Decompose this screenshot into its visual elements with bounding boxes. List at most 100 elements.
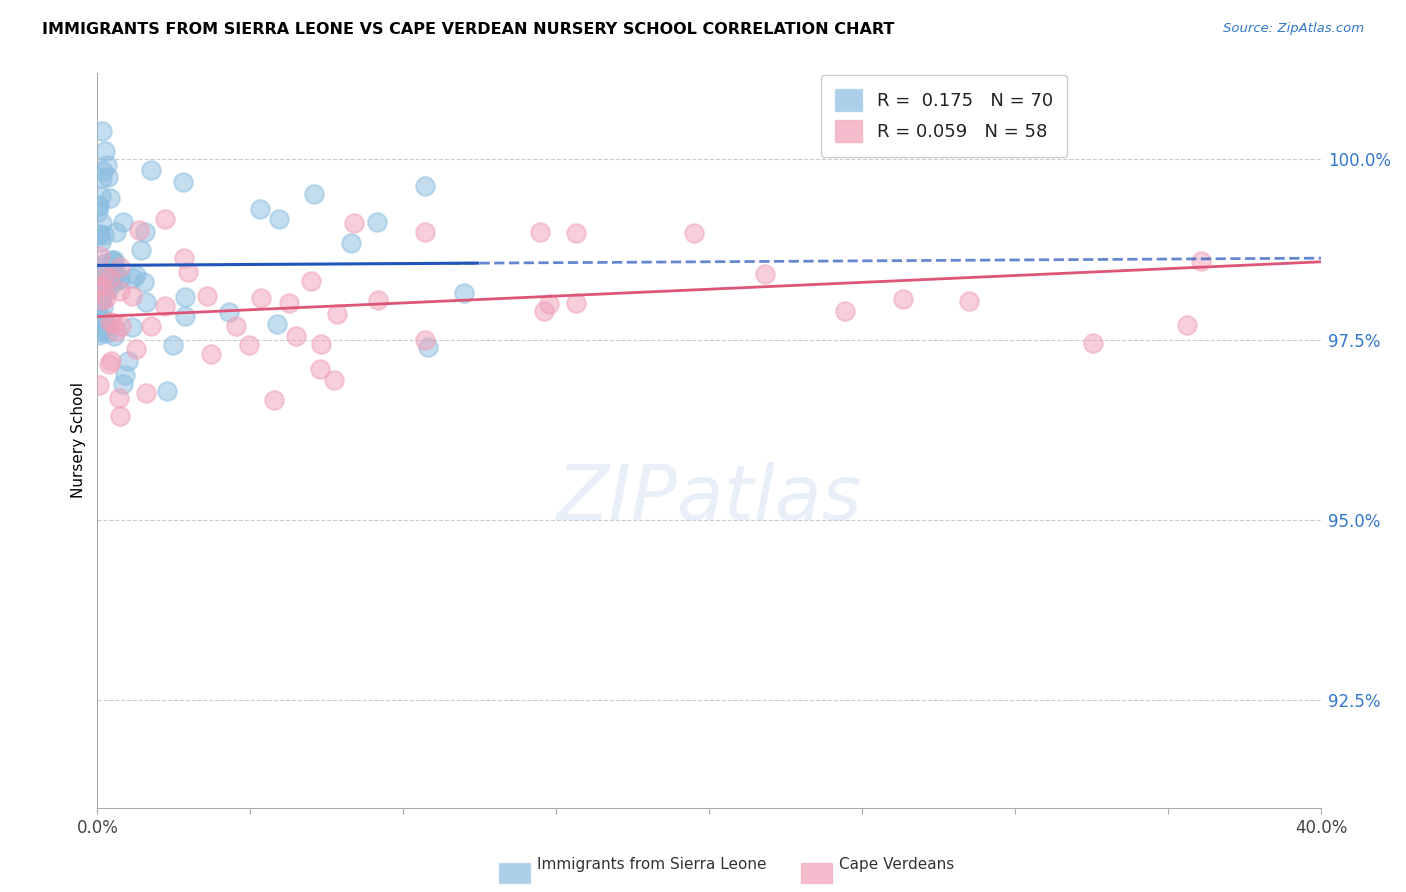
Point: [96, 291, 118, 305]
Point: [105, 324, 128, 338]
Point: [96, 158, 118, 172]
Point: [87, 199, 110, 213]
Point: [105, 225, 128, 239]
Point: [326, 308, 349, 322]
Point: [98, 271, 121, 285]
Point: [87, 302, 110, 317]
Point: [108, 270, 131, 285]
Point: [285, 329, 308, 343]
Point: [309, 336, 332, 351]
Point: [754, 267, 776, 281]
Point: [121, 289, 143, 303]
Point: [834, 304, 856, 318]
Text: Source: ZipAtlas.com: Source: ZipAtlas.com: [1223, 22, 1364, 36]
Point: [135, 385, 157, 400]
Point: [89, 327, 111, 342]
Point: [1175, 318, 1198, 332]
Point: [533, 303, 555, 318]
Point: [101, 252, 124, 267]
Point: [90, 189, 112, 203]
Point: [91, 311, 114, 326]
Point: [87, 205, 110, 219]
Point: [103, 253, 125, 268]
Point: [90, 235, 112, 249]
Point: [1081, 336, 1104, 351]
Point: [195, 289, 218, 303]
Point: [89, 249, 111, 263]
Point: [912, 130, 935, 145]
Point: [218, 305, 240, 319]
Point: [156, 384, 179, 398]
Point: [153, 212, 176, 227]
Point: [90, 278, 112, 293]
Point: [98, 190, 121, 204]
Point: [132, 276, 155, 290]
Point: [277, 295, 299, 310]
Point: [114, 368, 136, 383]
Point: [565, 296, 588, 310]
Legend: R =  0.175   N = 70, R = 0.059   N = 58: R = 0.175 N = 70, R = 0.059 N = 58: [821, 75, 1067, 157]
Point: [97, 357, 120, 371]
Point: [86, 280, 108, 294]
Point: [141, 162, 163, 177]
Point: [87, 228, 110, 243]
Point: [238, 338, 260, 352]
Point: [250, 291, 273, 305]
Point: [96, 326, 118, 341]
Point: [108, 285, 131, 299]
Point: [299, 273, 322, 287]
Point: [266, 317, 288, 331]
Point: [413, 225, 436, 239]
Point: [959, 293, 981, 308]
Point: [200, 347, 222, 361]
Point: [101, 272, 124, 286]
Point: [87, 198, 110, 212]
Point: [93, 314, 115, 328]
Point: [93, 256, 115, 270]
Point: [98, 279, 121, 293]
Point: [177, 265, 200, 279]
Point: [249, 202, 271, 216]
Point: [91, 300, 114, 314]
Point: [172, 175, 194, 189]
Point: [135, 294, 157, 309]
Point: [96, 284, 118, 298]
Point: [125, 268, 148, 282]
Point: [269, 211, 291, 226]
Text: ZIPatlas: ZIPatlas: [557, 462, 862, 536]
Point: [89, 260, 111, 274]
Point: [87, 265, 110, 279]
Point: [225, 319, 247, 334]
Text: IMMIGRANTS FROM SIERRA LEONE VS CAPE VERDEAN NURSERY SCHOOL CORRELATION CHART: IMMIGRANTS FROM SIERRA LEONE VS CAPE VER…: [42, 22, 894, 37]
Point: [98, 316, 121, 330]
Point: [90, 293, 112, 308]
Point: [90, 216, 112, 230]
Point: [173, 251, 195, 265]
Text: Cape Verdeans: Cape Verdeans: [839, 857, 955, 872]
Point: [413, 178, 436, 193]
Point: [107, 273, 129, 287]
Point: [683, 226, 706, 240]
Point: [302, 187, 325, 202]
Point: [90, 171, 112, 186]
Point: [413, 333, 436, 347]
Point: [366, 214, 388, 228]
Point: [108, 260, 131, 274]
Point: [155, 299, 177, 313]
Point: [367, 293, 389, 307]
Point: [111, 214, 134, 228]
Point: [891, 292, 914, 306]
Point: [121, 320, 143, 334]
Point: [93, 269, 115, 284]
Point: [93, 272, 115, 286]
Point: [529, 225, 551, 239]
Point: [103, 270, 125, 285]
Point: [111, 377, 134, 392]
Point: [90, 289, 112, 303]
Point: [93, 320, 115, 334]
Point: [139, 319, 162, 334]
Point: [173, 290, 195, 304]
Point: [117, 354, 139, 368]
Point: [100, 354, 122, 368]
Point: [129, 243, 152, 257]
